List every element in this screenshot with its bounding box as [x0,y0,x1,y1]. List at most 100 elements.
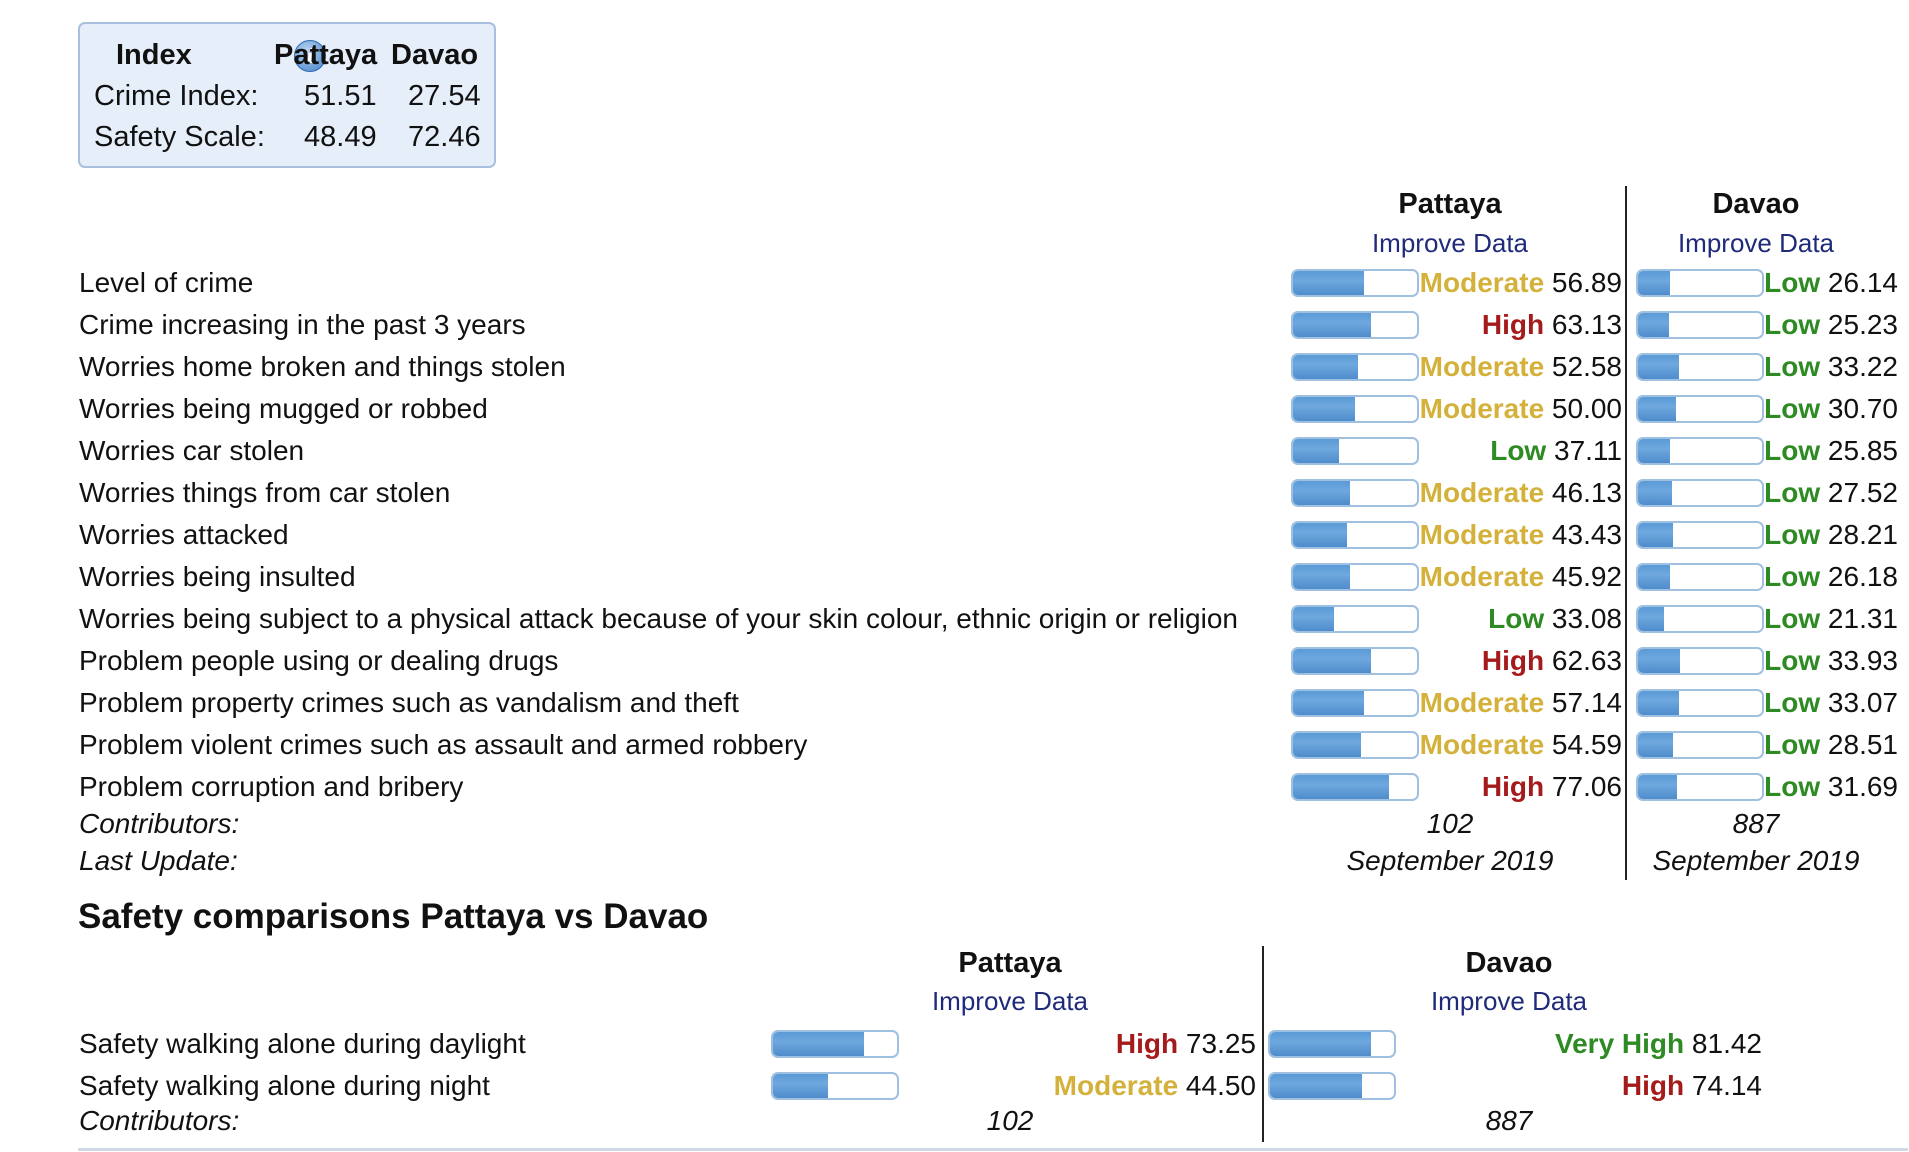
crime-city1-value: Moderate 54.59 [1420,728,1622,762]
index-header: Index [116,39,192,71]
crime-row-label: Worries car stolen [79,435,305,466]
safety-city1-header: Pattaya [958,947,1062,979]
crime-contributors-city2: 887 [1732,808,1780,839]
crime-city2-number: 31.69 [1827,771,1898,802]
crime-city2-bar [1636,437,1764,465]
safety-city1-number: 73.25 [1185,1028,1256,1059]
crime-city1-bar [1291,437,1419,465]
crime-column-divider [1625,186,1627,880]
last-update-label: Last Update: [79,845,238,876]
crime-city2-bar-fill [1638,481,1673,505]
crime-city2-value: Low 28.21 [1764,518,1898,552]
crime-city1-bar [1291,731,1419,759]
crime-city1-space [1544,519,1552,550]
crime-city1-value: Moderate 56.89 [1420,266,1622,300]
crime-city1-number: 52.58 [1551,351,1622,382]
crime-city1-level: Moderate [1419,477,1545,508]
crime-city2-level: Low [1764,729,1821,760]
crime-index-label: Crime Index: [94,80,259,112]
crime-city1-bar-fill [1293,481,1351,505]
crime-city1-bar-fill [1293,565,1350,589]
crime-city2-value: Low 26.14 [1764,266,1898,300]
crime-city1-level: High [1481,645,1545,676]
crime-city1-level: Low [1488,603,1545,634]
safety-contributors-city2: 887 [1485,1105,1533,1136]
crime-city2-bar-fill [1638,775,1678,799]
crime-city1-bar-fill [1293,775,1389,799]
crime-city2-space [1820,351,1828,382]
safety-city1-space [1178,1070,1186,1101]
crime-city2-bar-fill [1638,733,1674,757]
crime-contributors-label: Contributors: [79,808,240,839]
crime-city2-space [1820,645,1828,676]
crime-city2-space [1820,729,1828,760]
crime-city1-space [1544,729,1552,760]
crime-city1-number: 43.43 [1551,519,1622,550]
crime-city2-bar [1636,731,1764,759]
crime-city2-bar [1636,605,1764,633]
crime-city1-space [1544,267,1552,298]
info-icon[interactable]: i [294,40,326,72]
crime-city1-bar-fill [1293,271,1364,295]
crime-city2-space [1820,771,1828,802]
summary-city2-header: Davao [391,39,479,71]
crime-city1-number: 37.11 [1554,435,1622,466]
crime-row-label: Crime increasing in the past 3 years [79,309,526,340]
crime-city2-bar-fill [1638,397,1677,421]
crime-city2-improve-data-link[interactable]: Improve Data [1677,228,1835,258]
crime-city1-improve-data-link[interactable]: Improve Data [1371,228,1529,258]
safety-city2-improve-data-link[interactable]: Improve Data [1430,986,1588,1016]
crime-city2-bar [1636,647,1764,675]
crime-city2-number: 21.31 [1827,603,1898,634]
crime-city2-value: Low 26.18 [1764,560,1898,594]
crime-contributors-city1: 102 [1426,808,1474,839]
crime-city1-bar-fill [1293,607,1335,631]
crime-city1-number: 56.89 [1551,267,1622,298]
crime-city1-level: Moderate [1419,267,1545,298]
crime-city1-bar-fill [1293,439,1340,463]
crime-city2-value: Low 33.93 [1764,644,1898,678]
crime-city2-space [1820,477,1828,508]
crime-city1-level: High [1481,771,1545,802]
crime-city1-bar-fill [1293,313,1372,337]
crime-city2-bar-fill [1638,271,1671,295]
last-update-city1: September 2019 [1346,845,1554,876]
crime-city1-space [1544,645,1552,676]
safety-row-label: Safety walking alone during daylight [79,1028,526,1059]
crime-city1-number: 45.92 [1551,561,1622,592]
crime-city1-value: Moderate 45.92 [1420,560,1622,594]
crime-city2-value: Low 25.85 [1764,434,1898,468]
safety-city1-bar [771,1030,899,1058]
crime-city2-value: Low 25.23 [1764,308,1898,342]
crime-city1-level: High [1481,309,1545,340]
crime-city2-level: Low [1764,351,1821,382]
crime-city1-number: 46.13 [1551,477,1622,508]
crime-city2-number: 30.70 [1827,393,1898,424]
crime-city1-value: Moderate 43.43 [1420,518,1622,552]
crime-city1-value: Moderate 46.13 [1420,476,1622,510]
crime-city1-number: 54.59 [1551,729,1622,760]
crime-city1-number: 63.13 [1551,309,1622,340]
safety-city2-space [1684,1070,1692,1101]
crime-city1-bar [1291,311,1419,339]
crime-city1-space [1544,771,1552,802]
crime-city2-value: Low 31.69 [1764,770,1898,804]
crime-city2-level: Low [1764,267,1821,298]
safety-city1-level: High [1115,1028,1179,1059]
crime-city2-level: Low [1764,309,1821,340]
crime-city2-bar [1636,689,1764,717]
crime-city1-value: Moderate 50.00 [1420,392,1622,426]
safety-city1-improve-data-link[interactable]: Improve Data [931,986,1089,1016]
crime-row-label: Worries being mugged or robbed [79,393,488,424]
crime-city2-bar-fill [1638,439,1671,463]
safety-city2-bar [1268,1030,1396,1058]
crime-index-city1-value: 51.51 [304,80,377,112]
crime-city2-bar [1636,521,1764,549]
safety-city2-bar-fill [1270,1032,1371,1056]
crime-city1-space [1544,687,1552,718]
crime-city1-value: Low 33.08 [1488,602,1622,636]
crime-city2-number: 28.51 [1827,729,1898,760]
crime-city2-bar-fill [1638,565,1671,589]
crime-city2-bar-fill [1638,649,1681,673]
last-update-city2: September 2019 [1652,845,1860,876]
